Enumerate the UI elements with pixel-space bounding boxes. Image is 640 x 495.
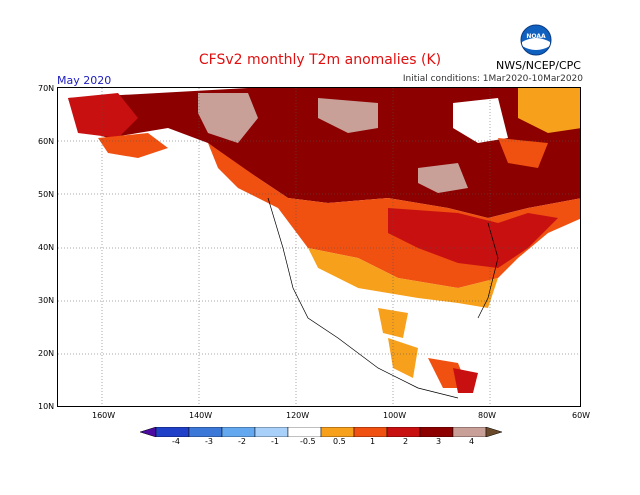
colorbar-tick: 4 bbox=[469, 437, 475, 446]
map-title: CFSv2 monthly T2m anomalies (K) bbox=[198, 52, 442, 68]
lat-label: 30N bbox=[38, 296, 55, 305]
agency-label: NWS/NCEP/CPC bbox=[496, 59, 581, 72]
lon-label: 160W bbox=[92, 411, 116, 420]
initial-conditions-label: Initial conditions: 1Mar2020-10Mar2020 bbox=[402, 74, 583, 84]
colorbar-tick: 3 bbox=[436, 437, 442, 446]
lat-label: 10N bbox=[38, 402, 55, 411]
lat-label: 60N bbox=[38, 137, 55, 146]
lat-label: 50N bbox=[38, 190, 55, 199]
colorbar-tick: 1 bbox=[370, 437, 376, 446]
lon-label: 140W bbox=[189, 411, 213, 420]
colorbar-tick: -1 bbox=[271, 437, 279, 446]
lat-label: 20N bbox=[38, 349, 55, 358]
colorbar-tick: -3 bbox=[205, 437, 213, 446]
lat-label: 70N bbox=[38, 84, 55, 93]
colorbar bbox=[140, 427, 502, 437]
map-panel bbox=[57, 87, 581, 407]
noaa-logo: NOAA bbox=[520, 24, 552, 56]
lon-label: 100W bbox=[383, 411, 407, 420]
colorbar-tick: -0.5 bbox=[300, 437, 316, 446]
colorbar-tick: -4 bbox=[172, 437, 180, 446]
lon-label: 60W bbox=[572, 411, 591, 420]
anomaly-map bbox=[58, 88, 580, 406]
colorbar-tick: -2 bbox=[238, 437, 246, 446]
lon-label: 80W bbox=[478, 411, 497, 420]
colorbar-tick: 0.5 bbox=[333, 437, 346, 446]
lat-label: 40N bbox=[38, 243, 55, 252]
colorbar-tick: 2 bbox=[403, 437, 409, 446]
month-label: May 2020 bbox=[57, 74, 112, 87]
lon-label: 120W bbox=[286, 411, 310, 420]
svg-text:NOAA: NOAA bbox=[526, 33, 546, 40]
